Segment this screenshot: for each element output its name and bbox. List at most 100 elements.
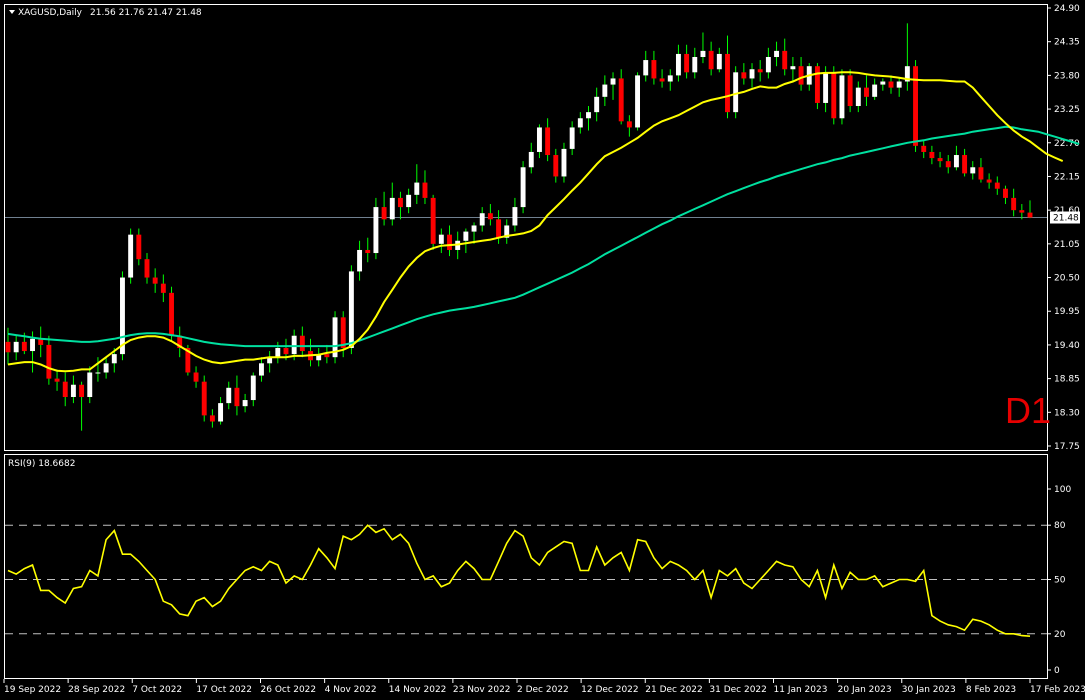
candle-body <box>111 354 117 364</box>
candle-body <box>921 145 927 152</box>
candle-body <box>348 271 354 348</box>
candle-body <box>201 381 207 416</box>
candle-body <box>226 387 232 404</box>
candle-body <box>970 167 976 174</box>
rsi-tick-label: 100 <box>1054 485 1071 495</box>
candle-body <box>757 69 763 73</box>
candle-body <box>438 234 444 244</box>
candle-body <box>79 384 85 397</box>
date-tick-label: 14 Nov 2022 <box>389 685 447 695</box>
candle-body <box>896 81 902 88</box>
candle-body <box>397 197 403 208</box>
candle-body <box>414 182 420 195</box>
date-tick-label: 19 Sep 2022 <box>4 685 61 695</box>
candle-body <box>152 277 158 284</box>
candle-body <box>128 234 134 278</box>
candle-body <box>283 347 289 355</box>
candle-body <box>479 213 485 226</box>
candle-body <box>765 57 771 73</box>
candle-body <box>855 87 861 107</box>
candle-body <box>536 127 542 152</box>
candle-body <box>733 72 739 113</box>
collapse-triangle-icon[interactable] <box>9 10 15 14</box>
date-tick-label: 20 Jan 2023 <box>838 685 892 695</box>
candle-body <box>5 341 11 353</box>
price-axis: 24.90 24.35 23.80 23.25 22.70 22.15 21.60 21.05… <box>1047 4 1080 452</box>
candle-body <box>667 75 673 82</box>
candle-body <box>1011 197 1017 211</box>
candle-body <box>185 347 191 373</box>
candle-body <box>87 372 93 397</box>
candle-body <box>618 78 624 122</box>
date-axis: 19 Sep 2022 28 Sep 2022 7 Oct 2022 17 Oct 2… <box>3 679 1085 695</box>
candle-body <box>136 234 142 260</box>
rsi-axis: 100 80 50 20 0 <box>1047 485 1071 676</box>
candle-body <box>21 341 27 352</box>
price-tick-label: 18.85 <box>1054 375 1080 385</box>
candle-body <box>545 127 551 156</box>
candle-body <box>872 84 878 97</box>
candle-body <box>528 151 534 168</box>
date-tick-label: 28 Sep 2022 <box>68 685 125 695</box>
price-tick-label: 17.75 <box>1054 442 1080 452</box>
price-tick-label: 18.30 <box>1054 408 1080 418</box>
candle-body <box>218 403 224 422</box>
candle-body <box>602 84 608 97</box>
candle-body <box>798 66 804 85</box>
price-tick-label: 21.60 <box>1054 206 1080 216</box>
date-tick-label: 21 Dec 2022 <box>645 685 703 695</box>
date-tick-label: 31 Dec 2022 <box>709 685 767 695</box>
current-price-tag <box>1050 211 1080 224</box>
candle-body <box>169 292 174 336</box>
candle-body <box>847 75 853 107</box>
rsi-levels <box>5 524 1047 635</box>
candle-body <box>70 384 76 397</box>
price-tick-label: 22.15 <box>1054 172 1080 182</box>
candle-body <box>324 354 330 358</box>
candle-body <box>700 50 706 58</box>
candle-body <box>945 161 951 168</box>
candle-body <box>430 197 436 244</box>
candle-body <box>635 75 641 128</box>
date-tick-label: 12 Dec 2022 <box>581 685 639 695</box>
candle-body <box>962 155 968 174</box>
rsi-tick-label: 50 <box>1054 576 1066 586</box>
price-tick-label: 21.05 <box>1054 240 1080 250</box>
candle-body <box>1019 210 1025 213</box>
candle-body <box>30 338 35 352</box>
candle-body <box>684 53 690 73</box>
candle-body <box>103 363 109 373</box>
candle-body <box>823 72 829 103</box>
candle-body <box>741 72 747 79</box>
candle-body <box>888 81 894 88</box>
candle-body <box>487 213 493 220</box>
candle-body <box>814 66 820 103</box>
date-tick-label: 4 Nov 2022 <box>325 685 377 695</box>
candle-body <box>913 66 918 146</box>
current-price-label: 21.48 <box>1053 214 1079 224</box>
candle-body <box>160 283 166 293</box>
candle-body <box>38 338 44 345</box>
price-tick-label: 19.95 <box>1054 307 1080 317</box>
date-tick-label: 30 Jan 2023 <box>902 685 956 695</box>
date-tick-label: 17 Feb 2023 <box>1030 685 1085 695</box>
candles <box>5 23 1033 431</box>
candle-body <box>675 53 681 76</box>
candle-body <box>692 57 698 73</box>
price-tick-label: 19.40 <box>1054 341 1080 351</box>
candle-body <box>291 335 297 355</box>
candle-body <box>316 354 322 361</box>
candle-body <box>332 317 338 358</box>
candle-body <box>790 66 796 70</box>
price-tick-label: 22.70 <box>1054 139 1080 149</box>
candle-body <box>929 151 935 159</box>
candle-body <box>177 335 183 348</box>
price-tick-label: 24.35 <box>1054 38 1080 48</box>
date-tick-label: 8 Feb 2023 <box>966 685 1016 695</box>
ohlc-readout: 21.56 21.76 21.47 21.48 <box>90 8 202 18</box>
ma-slow-line <box>7 125 1080 348</box>
date-tick-label: 11 Jan 2023 <box>774 685 828 695</box>
candle-body <box>1027 212 1033 218</box>
